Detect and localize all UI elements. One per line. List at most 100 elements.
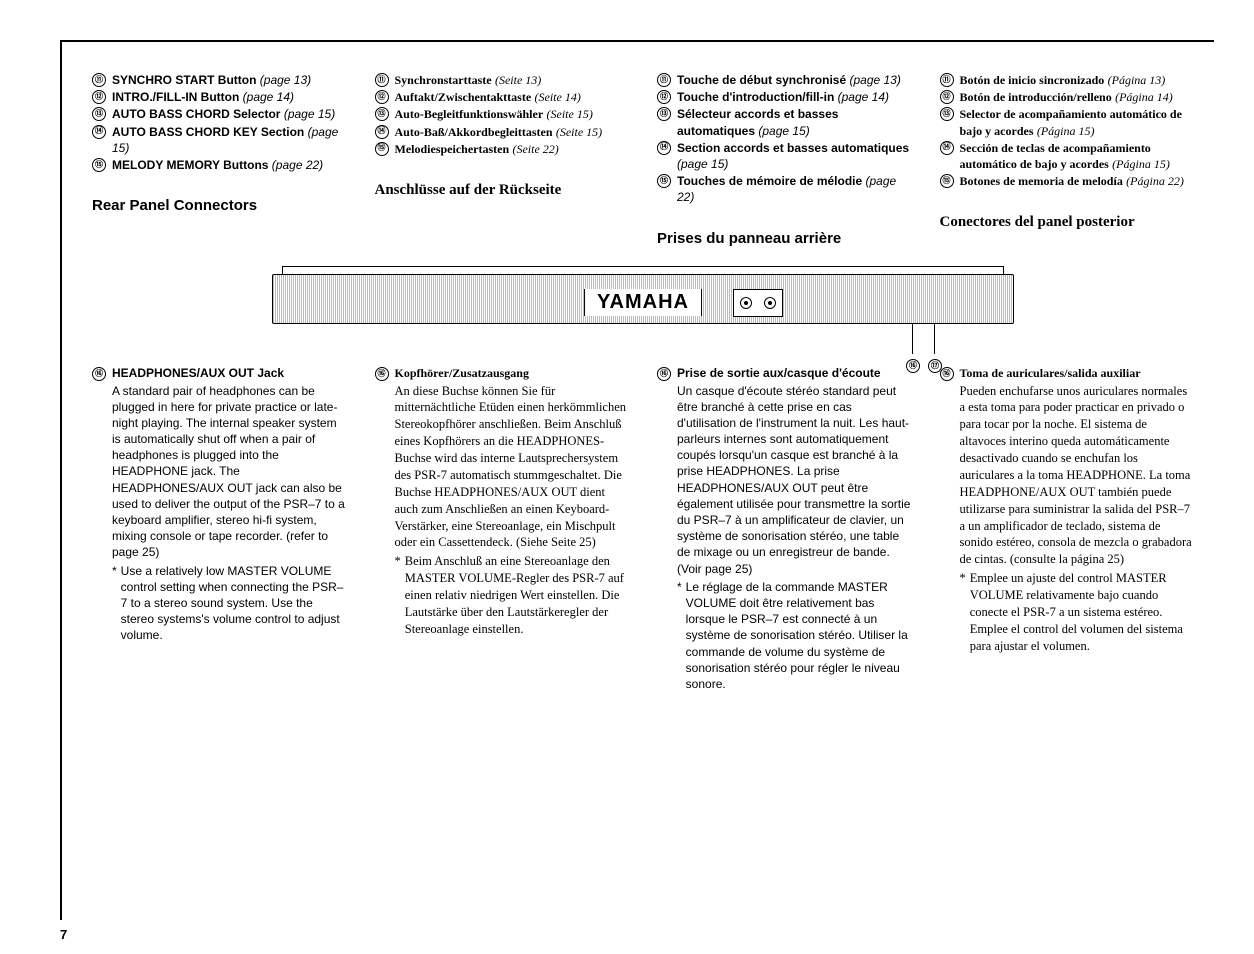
list-item: ⑬AUTO BASS CHORD Selector (page 15) xyxy=(92,106,347,122)
list-item: ⑬ Sélecteur accords et basses automatique… xyxy=(657,106,912,138)
col-fr-list: ⑪ Touche de début synchronisé (page 13) ⑫… xyxy=(657,72,912,256)
section-heading-de: Anschlüsse auf der Rückseite xyxy=(375,181,630,199)
circled-number-icon: ⑮ xyxy=(375,142,389,156)
asterisk-icon: * xyxy=(960,570,966,654)
list-item-label: SYNCHRO START Button (page 13) xyxy=(112,72,347,88)
list-item: ⑫ Touche d'introduction/fill-in (page 14) xyxy=(657,89,912,105)
desc-title: Kopfhörer/Zusatzausgang xyxy=(395,366,529,381)
list-item: ⑫ INTRO./FILL-IN Button (page 14) xyxy=(92,89,347,105)
list-item-label: INTRO./FILL-IN Button (page 14) xyxy=(112,89,347,105)
desc-body: An diese Buchse können Sie für mitternäc… xyxy=(375,383,630,638)
list-item-label: Sélecteur accords et basses automatiques… xyxy=(677,106,912,138)
list-item-label: AUTO BASS CHORD KEY Section (page 15) xyxy=(112,124,347,156)
item-list-en: ⑪ SYNCHRO START Button (page 13) ⑫ INTRO./… xyxy=(92,72,347,173)
item-list-es: ⑪ Botón de inicio sincronizado (Página 13… xyxy=(940,72,1195,189)
list-item-label: Melodiespeichertasten (Seite 22) xyxy=(395,141,630,157)
item-list-de: ⑪ Synchronstarttaste (Seite 13) ⑫ Auftakt/… xyxy=(375,72,630,157)
circled-number-icon: ⑮ xyxy=(657,174,671,188)
circled-number-icon: ⑬ xyxy=(657,107,671,121)
list-item: ⑮ Touches de mémoire de mélodie (page 22) xyxy=(657,173,912,205)
section-heading-es: Conectores del panel posterior xyxy=(940,213,1195,231)
list-item: ⑪ Botón de inicio sincronizado (Página 13… xyxy=(940,72,1195,88)
circled-number-icon: ⑬ xyxy=(375,107,389,121)
circled-number-icon: ⑭ xyxy=(92,125,106,139)
circled-number-icon: ⑫ xyxy=(375,90,389,104)
list-item-label: Section accords et basses automatiques (… xyxy=(677,140,912,172)
circled-number-icon: ⑯ xyxy=(657,367,671,381)
list-item: ⑭ AUTO BASS CHORD KEY Section (page 15) xyxy=(92,124,347,156)
keyboard-rear-view: YAMAHA ⑯ ⑰ xyxy=(102,266,1184,336)
callout-number: ⑯ xyxy=(906,358,920,373)
list-item-label: Auftakt/Zwischentakttaste (Seite 14) xyxy=(395,89,630,105)
list-item: ⑭ Auto-Baß/Akkordbegleittasten (Seite 15) xyxy=(375,124,630,140)
list-item-label: Touche de début synchronisé (page 13) xyxy=(677,72,912,88)
section-heading-en: Rear Panel Connectors xyxy=(92,197,347,215)
col-es-list: ⑪ Botón de inicio sincronizado (Página 13… xyxy=(940,72,1195,256)
top-lists-row: ⑪ SYNCHRO START Button (page 13) ⑫ INTRO./… xyxy=(92,72,1194,256)
page-frame: ⑪ SYNCHRO START Button (page 13) ⑫ INTRO./… xyxy=(60,40,1214,920)
list-item: ⑫ Botón de introducción/relleno (Página 1… xyxy=(940,89,1195,105)
port-icon xyxy=(740,297,752,309)
desc-note: * Emplee un ajuste del control MASTER VO… xyxy=(960,570,1195,654)
circled-number-icon: ⑫ xyxy=(657,90,671,104)
list-item-label: Botón de inicio sincronizado (Página 13) xyxy=(960,72,1195,88)
circled-number-icon: ⑭ xyxy=(657,141,671,155)
circled-number-icon: ⑮ xyxy=(940,174,954,188)
circled-number-icon: ⑪ xyxy=(92,73,106,87)
circled-number-icon: ⑬ xyxy=(940,107,954,121)
list-item-label: Auto-Baß/Akkordbegleittasten (Seite 15) xyxy=(395,124,630,140)
list-item: ⑭ Section accords et basses automatiques … xyxy=(657,140,912,172)
list-item-label: Selector de acompañamiento automático de… xyxy=(960,106,1195,138)
col-en-list: ⑪ SYNCHRO START Button (page 13) ⑫ INTRO./… xyxy=(92,72,347,256)
desc-heading: ⑯ Toma de auriculares/salida auxiliar xyxy=(940,366,1195,381)
page-number: 7 xyxy=(60,927,67,942)
circled-number-icon: ⑫ xyxy=(92,90,106,104)
desc-title: HEADPHONES/AUX OUT Jack xyxy=(112,366,284,380)
circled-number-icon: ⑭ xyxy=(940,141,954,155)
circled-number-icon: ⑪ xyxy=(375,73,389,87)
list-item: ⑮ Melodiespeichertasten (Seite 22) xyxy=(375,141,630,157)
desc-fr: ⑯ Prise de sortie aux/casque d'écoute Un… xyxy=(657,366,912,693)
desc-de: ⑯ Kopfhörer/Zusatzausgang An diese Buchs… xyxy=(375,366,630,693)
circled-number-icon: ⑪ xyxy=(657,73,671,87)
desc-note: * Use a relatively low MASTER VOLUME con… xyxy=(112,563,347,644)
list-item: ⑬ Selector de acompañamiento automático d… xyxy=(940,106,1195,138)
desc-heading: ⑯ HEADPHONES/AUX OUT Jack xyxy=(92,366,347,381)
keyboard-brand-label: YAMAHA xyxy=(584,289,702,316)
list-item-label: Touche d'introduction/fill-in (page 14) xyxy=(677,89,912,105)
desc-body: Pueden enchufarse unos auriculares norma… xyxy=(940,383,1195,655)
list-item-label: Botones de memoria de melodía (Página 22… xyxy=(960,173,1195,189)
desc-body: Un casque d'écoute stéréo standard peut … xyxy=(657,383,912,693)
list-item-label: Touches de mémoire de mélodie (page 22) xyxy=(677,173,912,205)
list-item-label: Sección de teclas de acompañamiento auto… xyxy=(960,140,1195,172)
list-item: ⑫ Auftakt/Zwischentakttaste (Seite 14) xyxy=(375,89,630,105)
list-item-label: MELODY MEMORY Buttons (page 22) xyxy=(112,157,347,173)
circled-number-icon: ⑫ xyxy=(940,90,954,104)
list-item-label: Synchronstarttaste (Seite 13) xyxy=(395,72,630,88)
desc-heading: ⑯ Kopfhörer/Zusatzausgang xyxy=(375,366,630,381)
col-de-list: ⑪ Synchronstarttaste (Seite 13) ⑫ Auftakt/… xyxy=(375,72,630,256)
callout-line-icon xyxy=(912,324,913,354)
list-item: ⑮ Botones de memoria de melodía (Página 2… xyxy=(940,173,1195,189)
circled-number-icon: ⑪ xyxy=(940,73,954,87)
list-item: ⑪ Touche de début synchronisé (page 13) xyxy=(657,72,912,88)
desc-title: Prise de sortie aux/casque d'écoute xyxy=(677,366,881,380)
callout-number: ⑰ xyxy=(928,358,942,373)
asterisk-icon: * xyxy=(112,563,117,644)
list-item: ⑮ MELODY MEMORY Buttons (page 22) xyxy=(92,157,347,173)
list-item: ⑪ Synchronstarttaste (Seite 13) xyxy=(375,72,630,88)
desc-note: * Beim Anschluß an eine Stereoanlage den… xyxy=(395,553,630,637)
list-item-label: Botón de introducción/relleno (Página 14… xyxy=(960,89,1195,105)
section-heading-fr: Prises du panneau arrière xyxy=(657,230,912,248)
keyboard-top-edge xyxy=(282,266,1004,274)
keyboard-body: YAMAHA xyxy=(272,274,1014,324)
list-item-label: Auto-Begleitfunktionswähler (Seite 15) xyxy=(395,106,630,122)
bottom-desc-row: ⑯ HEADPHONES/AUX OUT Jack A standard pai… xyxy=(92,366,1194,693)
keyboard-diagram: YAMAHA ⑯ ⑰ xyxy=(92,266,1194,336)
list-item-label: AUTO BASS CHORD Selector (page 15) xyxy=(112,106,347,122)
circled-number-icon: ⑯ xyxy=(375,367,389,381)
asterisk-icon: * xyxy=(677,579,682,692)
callout-line-icon xyxy=(934,324,935,354)
circled-number-icon: ⑮ xyxy=(92,158,106,172)
circled-number-icon: ⑭ xyxy=(375,125,389,139)
